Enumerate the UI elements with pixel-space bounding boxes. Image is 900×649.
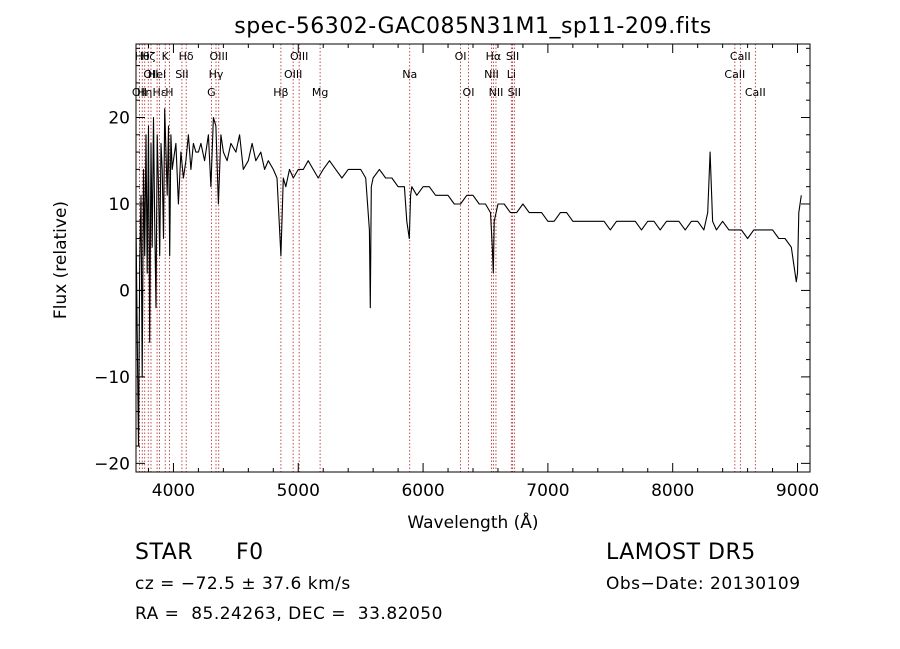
line-label: OIII: [210, 50, 228, 63]
line-label: Hε: [152, 86, 166, 99]
line-label: OIII: [290, 50, 308, 63]
line-label: OII: [132, 86, 147, 99]
redshift-text: cz = −72.5 ± 37.6 km/s: [135, 574, 351, 594]
coordinates-text: RA = 85.24263, DEC = 33.82050: [135, 604, 443, 624]
y-tick-label: −20: [94, 454, 130, 474]
line-label: SII: [175, 68, 188, 81]
line-label: Na: [402, 68, 417, 81]
x-tick-label: 7000: [526, 481, 569, 501]
x-tick-label: 4000: [152, 481, 195, 501]
chart-title: spec-56302-GAC085N31M1_sp11-209.fits: [234, 14, 712, 39]
spectrum-line: [135, 108, 802, 447]
line-label: Hγ: [209, 68, 224, 81]
y-axis-label: Flux (relative): [51, 201, 71, 319]
line-label: K: [162, 50, 170, 63]
line-label: Hθ: [135, 50, 150, 63]
line-label: NII: [484, 68, 499, 81]
line-label: H: [165, 86, 173, 99]
line-label: Hβ: [273, 86, 288, 99]
y-tick-label: 10: [108, 195, 130, 215]
line-label: SII: [508, 86, 521, 99]
x-tick-label: 9000: [776, 481, 819, 501]
x-tick-label: 8000: [651, 481, 694, 501]
line-label: OI: [463, 86, 475, 99]
survey-name: LAMOST DR5: [606, 540, 756, 565]
line-label: OIII: [284, 68, 302, 81]
line-label: CaII: [730, 50, 751, 63]
y-tick-label: 20: [108, 108, 130, 128]
plot-frame: [135, 43, 811, 473]
line-label: G: [207, 86, 216, 99]
line-label: Hζ: [141, 50, 155, 63]
line-labels: OIIHθHηHζOIIHeIHεKHSIIHδGHγOIIIHβOIIIOII…: [132, 50, 766, 99]
line-label: SII: [506, 50, 519, 63]
line-label: Hη: [137, 86, 152, 99]
line-label: Hα: [486, 50, 502, 63]
x-axis-label: Wavelength (Å): [407, 511, 538, 533]
y-tick-label: −10: [94, 368, 130, 388]
object-subclass: F0: [236, 540, 264, 565]
line-label: OI: [455, 50, 467, 63]
line-label: Hδ: [179, 50, 194, 63]
spectral-line-markers: [139, 44, 756, 472]
line-label: HeI: [148, 68, 166, 81]
line-label: OII: [143, 68, 158, 81]
y-tick-label: 0: [119, 281, 130, 301]
object-class: STAR: [135, 540, 194, 565]
line-label: NII: [489, 86, 504, 99]
line-label: CaII: [724, 68, 745, 81]
line-label: CaII: [745, 86, 766, 99]
axes: 4000 5000 6000 7000 8000 9000 −20 −10 0 10 20: [94, 44, 819, 501]
spectrum-series: [135, 108, 802, 447]
x-tick-label: 6000: [401, 481, 444, 501]
x-tick-label: 5000: [277, 481, 320, 501]
line-label: Li: [507, 68, 516, 81]
line-label: Mg: [312, 86, 328, 99]
observation-date: Obs−Date: 20130109: [606, 574, 801, 594]
